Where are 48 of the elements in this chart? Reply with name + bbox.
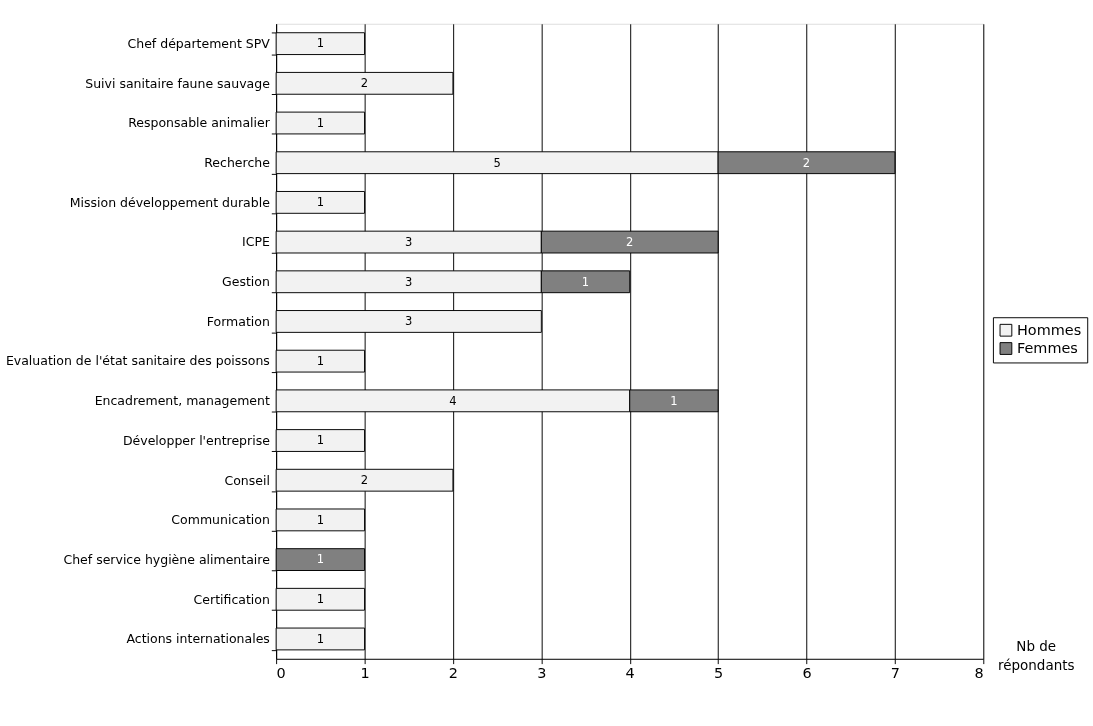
x-tick-label: 3 <box>537 664 547 681</box>
y-tick-label: Conseil <box>224 472 270 488</box>
data-label: 1 <box>316 36 325 51</box>
data-label: 3 <box>405 274 413 289</box>
x-tick-label: 2 <box>448 664 459 681</box>
y-tick-label: Chef département SPV <box>127 35 271 51</box>
data-label: 4 <box>449 393 457 408</box>
x-tick-label: 5 <box>714 664 724 681</box>
data-label: 1 <box>316 115 325 130</box>
y-tick-label: Gestion <box>222 274 270 290</box>
y-tick-label: Responsable animalier <box>128 115 271 131</box>
legend-label: Hommes <box>1016 322 1082 339</box>
legend-label: Femmes <box>1016 340 1078 357</box>
x-tick-label: 8 <box>974 664 984 681</box>
y-tick-label: Actions internationales <box>126 631 270 647</box>
y-tick-label: Développer l'entreprise <box>122 432 271 448</box>
y-tick-label: Formation <box>206 313 270 329</box>
x-tick-label: 0 <box>276 664 286 681</box>
x-tick-label: 7 <box>890 664 900 681</box>
y-tick-label: Suivi sanitaire faune sauvage <box>85 75 271 91</box>
y-tick-label: Certification <box>193 591 270 607</box>
y-tick-label: Encadrement, management <box>94 393 270 409</box>
data-label: 1 <box>670 393 678 408</box>
data-label: 1 <box>316 631 325 646</box>
x-tick-label: 4 <box>625 664 635 681</box>
data-label: 1 <box>316 433 325 448</box>
data-label: 1 <box>581 274 590 289</box>
data-label: 3 <box>405 234 413 249</box>
data-label: 2 <box>360 76 369 91</box>
data-label: 1 <box>316 354 325 368</box>
data-label: 2 <box>802 155 811 170</box>
data-label: 1 <box>316 195 325 210</box>
data-label: 1 <box>316 512 325 527</box>
y-tick-label: Chef service hygiène alimentaire <box>63 551 271 567</box>
x-tick-label: 6 <box>802 664 812 681</box>
data-label: 1 <box>316 552 325 567</box>
data-label: 5 <box>493 155 501 170</box>
y-tick-label: Communication <box>171 512 270 528</box>
y-tick-label: Recherche <box>204 155 271 171</box>
data-label: 2 <box>626 234 634 249</box>
data-label: 2 <box>360 473 369 488</box>
y-tick-label: ICPE <box>242 234 270 250</box>
data-label: 3 <box>405 314 413 329</box>
x-axis-title: Nb de répondants <box>997 638 1075 674</box>
y-tick-label: Evaluation de l'état sanitaire des poissons <box>5 353 270 369</box>
x-tick-label: 1 <box>360 664 370 681</box>
y-tick-label: Mission développement durable <box>69 194 271 210</box>
data-label: 1 <box>316 592 325 607</box>
